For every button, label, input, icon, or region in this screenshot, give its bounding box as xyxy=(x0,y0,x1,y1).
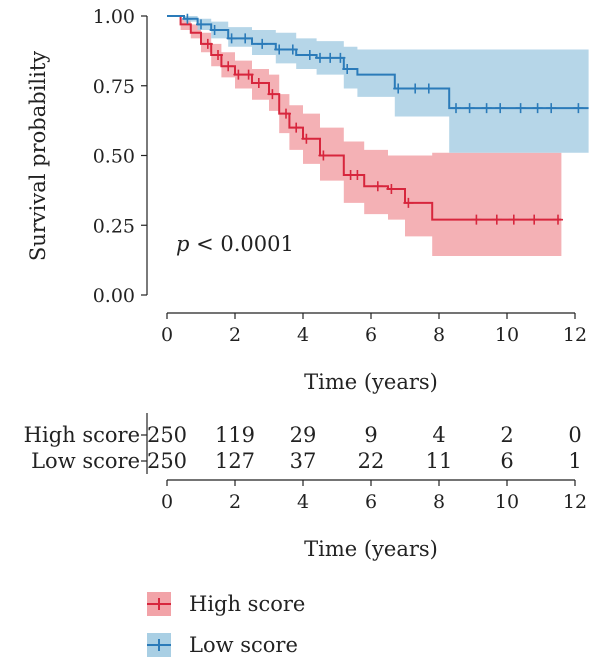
censor-mark-low-score xyxy=(196,19,206,30)
censor-mark-high-score xyxy=(403,197,414,208)
censor-mark-high-score xyxy=(372,181,383,192)
x-tick-label: 12 xyxy=(563,324,587,346)
p-value-annotation: p < 0.0001 xyxy=(176,232,294,256)
censor-mark-high-score xyxy=(202,38,213,49)
risk-count-high-score: 0 xyxy=(568,423,581,447)
risk-count-high-score: 119 xyxy=(215,423,255,447)
censor-mark-low-score xyxy=(423,83,434,94)
x-tick-label: 10 xyxy=(495,324,519,346)
x-tick-label: 4 xyxy=(297,324,309,346)
risk-count-low-score: 37 xyxy=(290,449,317,473)
censor-mark-high-score xyxy=(253,77,264,88)
censor-mark-high-score xyxy=(291,122,302,133)
censor-mark-low-score xyxy=(209,24,220,35)
censor-mark-low-score xyxy=(532,103,543,114)
risk-count-low-score: 6 xyxy=(500,449,513,473)
legend-label-high: High score xyxy=(189,592,305,616)
ci-band-low-score xyxy=(167,16,589,153)
censor-mark-high-score xyxy=(233,69,244,80)
censor-mark-low-score xyxy=(481,103,492,114)
x-axis: 0 2 4 6 8 10 12 Time (years) xyxy=(161,312,587,394)
censor-mark-high-score xyxy=(243,69,254,80)
censor-mark-low-score xyxy=(257,38,268,49)
p-value-symbol: p xyxy=(176,232,189,256)
y-axis: 0.00 0.25 0.50 0.75 1.00 Survival probabilit… xyxy=(26,6,148,307)
x-tick-label: 8 xyxy=(433,324,445,346)
risk-count-high-score: 2 xyxy=(500,423,513,447)
legend-label-low: Low score xyxy=(189,633,298,657)
censor-mark-high-score xyxy=(529,214,540,225)
x-axis-title: Time (years) xyxy=(304,370,438,394)
x-tick-label: 4 xyxy=(297,491,309,513)
y-tick-label: 0.25 xyxy=(93,215,135,237)
censor-mark-low-score xyxy=(451,103,461,114)
censor-mark-low-score xyxy=(546,103,557,114)
censor-mark-low-score xyxy=(515,103,526,114)
x-tick-label: 2 xyxy=(229,491,241,513)
risk-table: High score Low score 250 119 29 9 4 2 0 250 127 3… xyxy=(24,413,587,561)
risk-x-axis-title: Time (years) xyxy=(304,537,438,561)
censor-mark-low-score xyxy=(240,33,251,44)
risk-count-low-score: 250 xyxy=(147,449,187,473)
censor-mark-high-score xyxy=(223,61,234,72)
censor-mark-high-score xyxy=(281,108,291,119)
x-tick-label: 10 xyxy=(495,491,519,513)
censor-mark-high-score xyxy=(267,89,278,100)
censor-marks xyxy=(182,13,584,225)
censor-mark-low-score xyxy=(410,83,421,94)
x-tick-label: 6 xyxy=(365,491,377,513)
ci-band-high-score xyxy=(167,16,562,256)
censor-mark-low-score xyxy=(315,52,325,63)
x-tick-label: 8 xyxy=(433,491,445,513)
censor-mark-high-score xyxy=(471,214,482,225)
y-tick-label: 0.50 xyxy=(93,146,135,168)
censor-mark-high-score xyxy=(301,133,312,144)
x-tick-label: 0 xyxy=(161,491,173,513)
x-tick-label: 2 xyxy=(229,324,241,346)
p-value-text: < 0.0001 xyxy=(189,232,293,256)
censor-mark-low-score xyxy=(304,50,315,61)
y-tick-label: 0.75 xyxy=(93,76,135,98)
censor-mark-high-score xyxy=(491,214,502,225)
risk-count-low-score: 127 xyxy=(215,449,255,473)
survival-line-high-score xyxy=(167,15,562,221)
risk-count-high-score: 250 xyxy=(147,423,187,447)
censor-mark-low-score xyxy=(335,52,346,63)
censor-mark-low-score xyxy=(393,83,404,94)
x-tick-label: 12 xyxy=(563,491,587,513)
x-tick-label: 0 xyxy=(161,324,173,346)
censor-mark-high-score xyxy=(213,50,223,61)
risk-count-high-score: 4 xyxy=(432,423,445,447)
y-axis-title: Survival probability xyxy=(26,51,50,261)
censor-mark-low-score xyxy=(495,103,506,114)
risk-count-high-score: 29 xyxy=(290,423,317,447)
censor-mark-low-score xyxy=(325,52,336,63)
censor-mark-low-score xyxy=(182,13,193,24)
censor-mark-high-score xyxy=(386,183,397,194)
risk-count-low-score: 11 xyxy=(426,449,453,473)
legend-item-high: High score xyxy=(147,592,305,616)
censor-mark-low-score xyxy=(464,103,475,114)
censor-mark-high-score xyxy=(352,170,363,181)
censor-mark-low-score xyxy=(573,103,584,114)
confidence-bands xyxy=(167,16,589,256)
x-tick-label: 6 xyxy=(365,324,377,346)
censor-mark-high-score xyxy=(508,214,519,225)
censor-mark-low-score xyxy=(226,33,237,44)
censor-mark-high-score xyxy=(318,150,329,161)
legend-item-low: Low score xyxy=(147,633,298,657)
risk-label-high: High score xyxy=(24,423,140,447)
y-tick-label: 0.00 xyxy=(93,285,135,307)
censor-mark-low-score xyxy=(274,44,285,55)
y-tick-label: 1.00 xyxy=(93,6,135,28)
censor-mark-high-score xyxy=(553,214,563,225)
risk-count-low-score: 1 xyxy=(568,449,581,473)
risk-label-low: Low score xyxy=(31,449,140,473)
censor-mark-low-score xyxy=(287,44,298,55)
legend: High score Low score xyxy=(147,592,305,657)
risk-count-high-score: 9 xyxy=(364,423,377,447)
censor-mark-low-score xyxy=(342,64,353,75)
risk-count-low-score: 22 xyxy=(358,449,385,473)
